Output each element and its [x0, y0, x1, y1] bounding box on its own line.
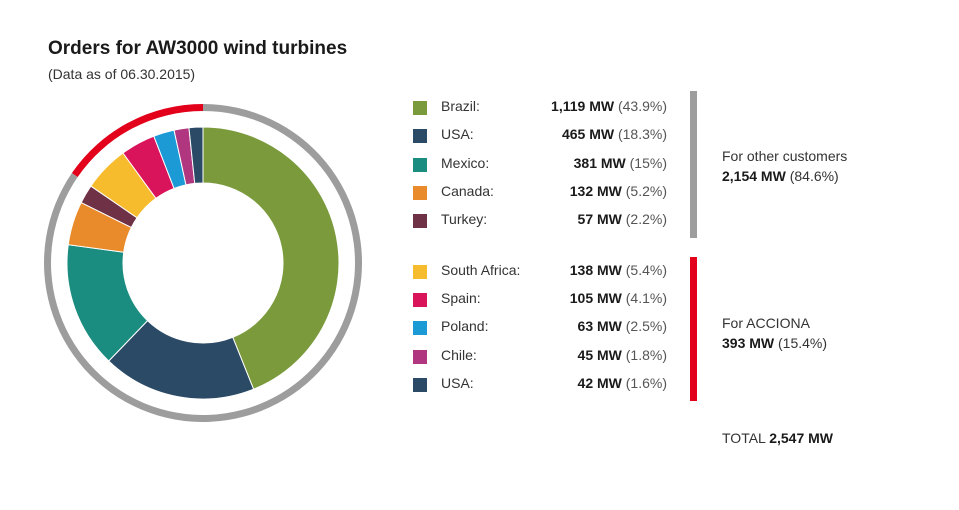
legend-value: 1,119 MW: [551, 98, 615, 114]
legend-pct: (5.4%): [625, 262, 667, 278]
legend-label: Turkey:: [441, 211, 488, 227]
group-other-customers-value: 2,154 MW: [722, 168, 786, 184]
legend-label: Poland:: [441, 318, 489, 334]
group-other-customers-label: For other customers: [722, 148, 848, 164]
legend-item: Spain: 105 MW (4.1%): [413, 288, 683, 312]
legend-swatch: [413, 321, 427, 335]
group-acciona-value: 393 MW: [722, 335, 775, 351]
chart-subtitle: (Data as of 06.30.2015): [48, 66, 196, 82]
other-customers-bracket: [690, 91, 697, 238]
legend-swatch: [413, 293, 427, 307]
legend-value: 132 MW: [569, 183, 622, 199]
legend-item: South Africa: 138 MW (5.4%): [413, 260, 683, 284]
legend-value: 45 MW: [577, 347, 622, 363]
legend-swatch: [413, 101, 427, 115]
legend-pct: (2.5%): [625, 318, 667, 334]
outer-ring-acciona: [71, 104, 203, 178]
legend-swatch: [413, 378, 427, 392]
legend-pct: (1.8%): [625, 347, 667, 363]
legend-value: 105 MW: [569, 290, 622, 306]
donut-slice-brazil: [202, 126, 340, 390]
legend-label: Chile:: [441, 347, 477, 363]
legend-value: 465 MW: [561, 126, 615, 142]
legend-swatch: [413, 265, 427, 279]
group-acciona-pct: (15.4%): [778, 335, 828, 351]
legend-label: USA:: [441, 126, 474, 142]
legend-swatch: [413, 186, 427, 200]
legend-pct: (1.6%): [625, 375, 667, 391]
legend-swatch: [413, 129, 427, 143]
legend-swatch: [413, 350, 427, 364]
legend-item: Chile: 45 MW (1.8%): [413, 345, 683, 369]
legend-item: Turkey: 57 MW (2.2%): [413, 209, 683, 233]
legend-label: Mexico:: [441, 155, 490, 171]
legend-pct: (15%): [629, 155, 667, 171]
legend-item: USA: 42 MW (1.6%): [413, 373, 683, 397]
total-value: 2,547 MW: [769, 430, 834, 446]
legend-item: Canada: 132 MW (5.2%): [413, 181, 683, 205]
legend-label: USA:: [441, 375, 474, 391]
group-other-customers-pct: (84.6%): [789, 168, 839, 184]
legend-value: 63 MW: [577, 318, 622, 334]
legend-value: 57 MW: [577, 211, 622, 227]
legend-label: Spain:: [441, 290, 481, 306]
total-label: TOTAL: [722, 430, 766, 446]
group-acciona: For ACCIONA 393 MW (15.4%): [722, 313, 827, 353]
donut-slice-usa: [188, 126, 204, 184]
donut-chart: [44, 104, 363, 422]
legend-value: 42 MW: [577, 375, 622, 391]
group-acciona-label: For ACCIONA: [722, 315, 810, 331]
legend-label: South Africa:: [441, 262, 521, 278]
legend-item: Mexico: 381 MW (15%): [413, 153, 683, 177]
legend-swatch: [413, 214, 427, 228]
legend-item: Brazil: 1,119 MW (43.9%): [413, 96, 683, 120]
legend-pct: (4.1%): [625, 290, 667, 306]
legend-pct: (5.2%): [625, 183, 667, 199]
legend-pct: (43.9%): [617, 98, 667, 114]
legend-pct: (18.3%): [617, 126, 667, 142]
legend-label: Brazil:: [441, 98, 480, 114]
legend-value: 381 MW: [573, 155, 626, 171]
legend-item: USA: 465 MW (18.3%): [413, 124, 683, 148]
legend-label: Canada:: [441, 183, 494, 199]
legend-swatch: [413, 158, 427, 172]
group-other-customers: For other customers 2,154 MW (84.6%): [722, 146, 847, 186]
total: TOTAL 2,547 MW: [722, 430, 833, 446]
chart-title: Orders for AW3000 wind turbines: [48, 38, 348, 59]
legend-pct: (2.2%): [625, 211, 667, 227]
legend-item: Poland: 63 MW (2.5%): [413, 316, 683, 340]
legend-value: 138 MW: [569, 262, 622, 278]
acciona-bracket: [690, 257, 697, 401]
